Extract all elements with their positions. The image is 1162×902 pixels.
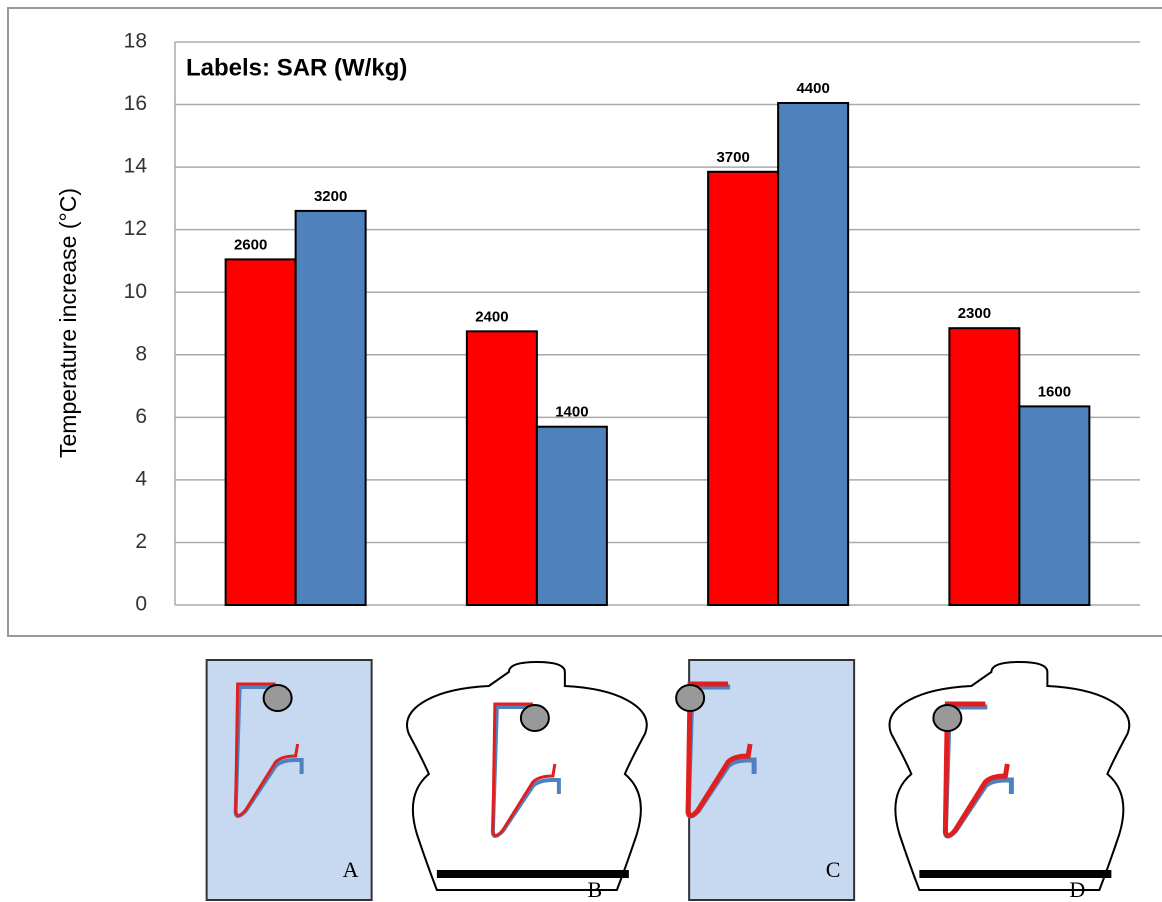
illustration: C [675, 659, 856, 901]
device [519, 704, 550, 732]
device [675, 684, 706, 712]
table-bar [919, 870, 1112, 878]
value-label: 2300 [958, 305, 991, 322]
illustration: B [406, 660, 648, 902]
device [262, 684, 293, 712]
bar [777, 101, 850, 606]
y-tick-label: 12 [124, 217, 147, 240]
panel-letter: B [588, 877, 603, 902]
y-tick-label: 10 [124, 280, 147, 303]
bar [948, 327, 1021, 606]
y-tick-label: 2 [135, 530, 147, 553]
y-tick-label: 4 [135, 467, 147, 490]
bar [535, 425, 608, 607]
lead-red [942, 701, 1010, 838]
lead-red [685, 681, 753, 818]
torso [888, 660, 1131, 891]
value-label: 2400 [475, 308, 508, 325]
y-tick-label: 18 [124, 30, 147, 53]
table-bar [436, 870, 629, 878]
panel-letter: C [826, 857, 841, 882]
bar [1018, 405, 1091, 606]
panel-letter: A [343, 857, 359, 882]
y-tick-label: 0 [135, 593, 147, 616]
annotation: Labels: SAR (W/kg) [186, 54, 407, 81]
lead-red [491, 702, 557, 837]
y-tick-label: 8 [135, 342, 147, 365]
torso [406, 660, 648, 891]
value-label: 1600 [1038, 383, 1071, 400]
illustration: D [888, 660, 1131, 902]
device [932, 704, 963, 732]
value-label: 3700 [716, 149, 749, 166]
bar [224, 258, 297, 606]
value-label: 1400 [555, 404, 588, 421]
value-label: 3200 [314, 188, 347, 205]
y-tick-label: 6 [135, 405, 147, 428]
bar [465, 330, 538, 606]
panel-letter: D [1069, 877, 1085, 902]
value-label: 4400 [796, 80, 829, 97]
illustration: A [205, 659, 373, 901]
y-tick-label: 14 [124, 155, 148, 178]
bar [294, 209, 367, 606]
y-tick-label: 16 [124, 92, 147, 115]
y-axis-label: Temperature increase (°C) [55, 188, 81, 458]
value-label: 2600 [234, 236, 267, 253]
lead-red [234, 682, 300, 817]
bar [707, 170, 780, 607]
